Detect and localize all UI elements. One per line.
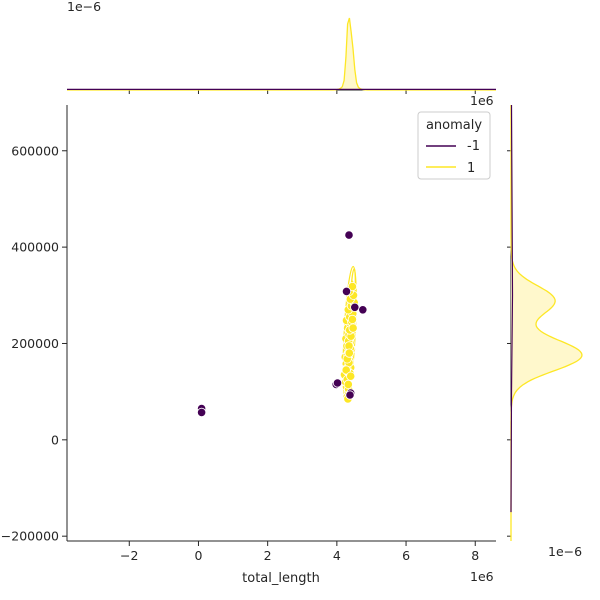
x-offset-label: 1e6 bbox=[470, 569, 494, 584]
legend-title: anomaly bbox=[426, 118, 482, 133]
x-axis-label: total_length bbox=[242, 571, 320, 586]
point-anomaly--1 bbox=[344, 230, 354, 240]
y-tick-label: 200000 bbox=[11, 336, 59, 351]
series-anomaly-1 bbox=[339, 281, 359, 404]
legend-label-anomaly-neg1: -1 bbox=[467, 139, 480, 154]
right-marginal-line-anomaly-neg1 bbox=[510, 104, 514, 513]
x-tick-label: 8 bbox=[471, 548, 479, 563]
y-tick-label: 0 bbox=[51, 432, 59, 447]
point-anomaly-1 bbox=[348, 323, 358, 333]
point-anomaly--1 bbox=[345, 390, 355, 400]
right-marginal-top-label: 1e6 bbox=[470, 93, 494, 108]
point-anomaly-1 bbox=[343, 379, 353, 389]
x-tick-label: −2 bbox=[120, 548, 138, 563]
axes: −2 0 2 4 6 8 −200000 0 200000 400000 600000 bbox=[1, 105, 496, 563]
y-tick-label: 600000 bbox=[11, 143, 59, 158]
point-anomaly-1 bbox=[346, 371, 356, 381]
x-tick-label: 4 bbox=[333, 548, 341, 563]
top-marginal-offset-label: 1e−6 bbox=[67, 0, 101, 14]
top-marginal-fill-anomaly-1 bbox=[67, 18, 496, 90]
top-marginal-line-anomaly-1 bbox=[67, 17, 496, 91]
right-marginal-offset-label: 1e−6 bbox=[548, 544, 582, 559]
point-anomaly-1 bbox=[347, 281, 357, 292]
main-scatter-plot bbox=[197, 230, 368, 417]
point-anomaly-1 bbox=[341, 365, 351, 375]
x-tick-label: 2 bbox=[264, 548, 272, 563]
point-anomaly--1 bbox=[341, 286, 352, 296]
point-anomaly-1 bbox=[347, 314, 357, 324]
x-tick-label: 6 bbox=[402, 548, 410, 563]
x-tick-label: 0 bbox=[194, 548, 202, 563]
right-marginal-plot bbox=[507, 104, 583, 541]
point-anomaly-1 bbox=[344, 348, 354, 358]
point-anomaly--1 bbox=[332, 378, 343, 388]
point-anomaly--1 bbox=[358, 305, 368, 315]
legend: anomaly -1 1 bbox=[417, 111, 491, 180]
legend-label-anomaly-1: 1 bbox=[467, 161, 475, 176]
top-marginal-plot bbox=[67, 17, 496, 94]
point-anomaly--1 bbox=[197, 407, 207, 417]
point-anomaly--1 bbox=[350, 302, 360, 312]
y-tick-label: 400000 bbox=[11, 240, 59, 255]
series-anomaly--1 bbox=[197, 230, 368, 417]
right-marginal-fill-anomaly-1 bbox=[511, 105, 582, 541]
y-tick-label: −200000 bbox=[1, 529, 59, 544]
